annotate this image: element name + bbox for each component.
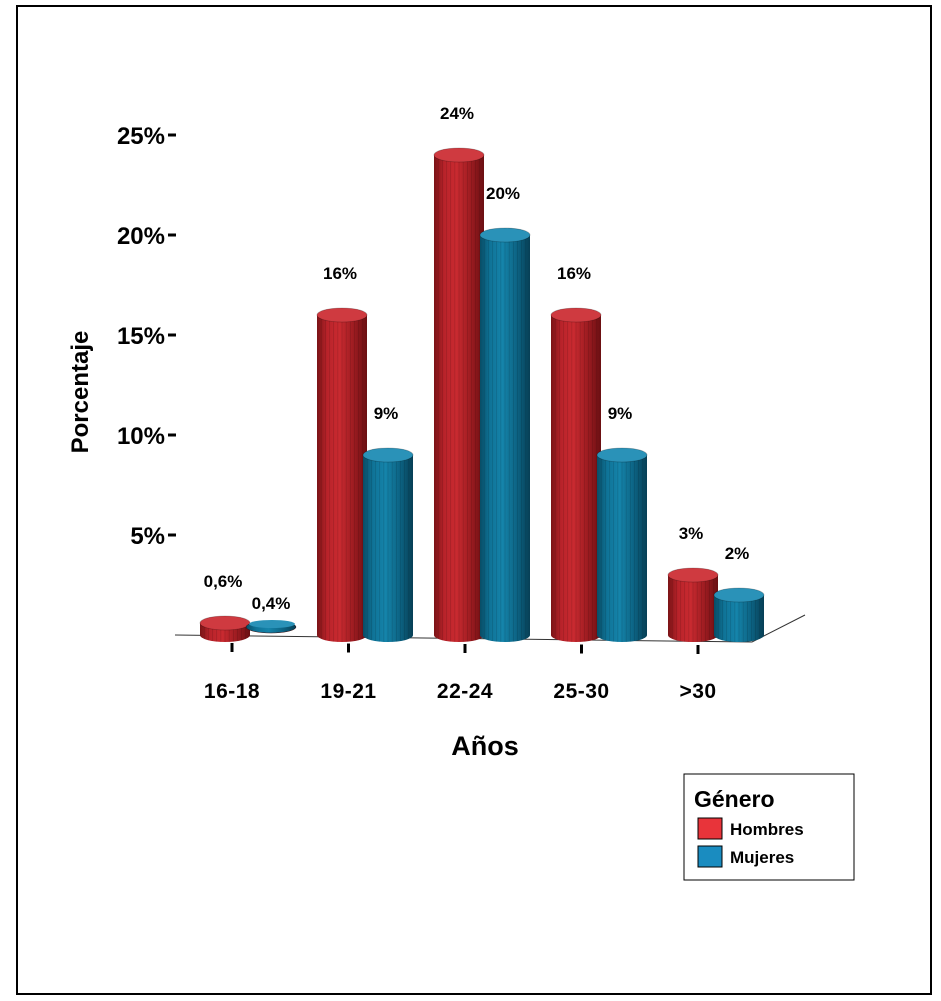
bar-hombres-19-21 xyxy=(316,307,368,642)
bar-top xyxy=(713,587,765,603)
bar-body xyxy=(668,575,718,642)
bar-hombres->30 xyxy=(667,567,719,642)
x-axis: 16-18 19-21 22-24 25-30 >30 xyxy=(204,643,716,703)
y-tick-label: 15% xyxy=(117,323,165,350)
bar-top xyxy=(667,567,719,583)
legend-swatch-hombres xyxy=(697,817,723,840)
bar-body xyxy=(434,155,484,642)
bar-top xyxy=(479,227,531,243)
bar-top xyxy=(199,615,251,631)
y-tick-label: 20% xyxy=(117,223,165,250)
data-label: 16% xyxy=(323,264,357,283)
bar-top xyxy=(550,307,602,323)
bar-mujeres-16-18 xyxy=(245,620,297,634)
bar-top xyxy=(596,447,648,463)
data-label: 9% xyxy=(608,404,633,423)
bar-mujeres-25-30 xyxy=(596,447,648,642)
x-tick-label: 25-30 xyxy=(553,680,609,703)
legend-swatch-mujeres xyxy=(697,845,723,868)
y-tick-label: 25% xyxy=(117,123,165,150)
y-axis-title: Porcentaje xyxy=(67,331,94,454)
bar-hombres-25-30 xyxy=(550,307,602,642)
data-label: 0,6% xyxy=(204,572,243,591)
bar-top xyxy=(316,307,368,323)
y-tick-label: 10% xyxy=(117,423,165,450)
data-label: 3% xyxy=(679,524,704,543)
x-tick-label: >30 xyxy=(679,680,716,703)
y-tick-label: 5% xyxy=(130,523,165,550)
bar-body xyxy=(363,455,413,642)
data-labels: 0,6% 16% 24% 16% 3% 0,4% 9% 20% 9% 2% xyxy=(204,104,750,613)
x-tick-label: 16-18 xyxy=(204,680,260,703)
bar-body xyxy=(480,235,530,642)
legend-label-mujeres: Mujeres xyxy=(730,848,794,867)
x-axis-title: Años xyxy=(451,731,519,761)
data-label: 16% xyxy=(557,264,591,283)
y-axis: 5% 10% 15% 20% 25% xyxy=(117,123,176,550)
bar-hombres-22-24 xyxy=(433,147,485,642)
chart-frame: 5% 10% 15% 20% 25% 0,6% 16% 24% 16% 3% 0,4% 9% 20% 9… xyxy=(16,5,932,995)
x-tick-label: 19-21 xyxy=(320,680,376,703)
bar-top xyxy=(249,620,295,628)
bar-mujeres-22-24 xyxy=(479,227,531,642)
data-label: 24% xyxy=(440,104,474,123)
bars xyxy=(199,147,765,642)
bar-top xyxy=(362,447,414,463)
data-label: 2% xyxy=(725,544,750,563)
x-tick-label: 22-24 xyxy=(437,680,493,703)
bar-mujeres-19-21 xyxy=(362,447,414,642)
bar-body xyxy=(597,455,647,642)
bar-body xyxy=(551,315,601,642)
legend-title: Género xyxy=(694,786,775,812)
bar-mujeres->30 xyxy=(713,587,765,642)
data-label: 0,4% xyxy=(252,594,291,613)
bar-body xyxy=(317,315,367,642)
bar-chart: 5% 10% 15% 20% 25% 0,6% 16% 24% 16% 3% 0,4% 9% 20% 9… xyxy=(67,104,855,881)
bar-top xyxy=(433,147,485,163)
legend: Género Hombres Mujeres xyxy=(683,773,855,881)
data-label: 20% xyxy=(486,184,520,203)
bar-body xyxy=(714,595,764,642)
bar-hombres-16-18 xyxy=(199,615,251,642)
data-label: 9% xyxy=(374,404,399,423)
legend-label-hombres: Hombres xyxy=(730,820,804,839)
